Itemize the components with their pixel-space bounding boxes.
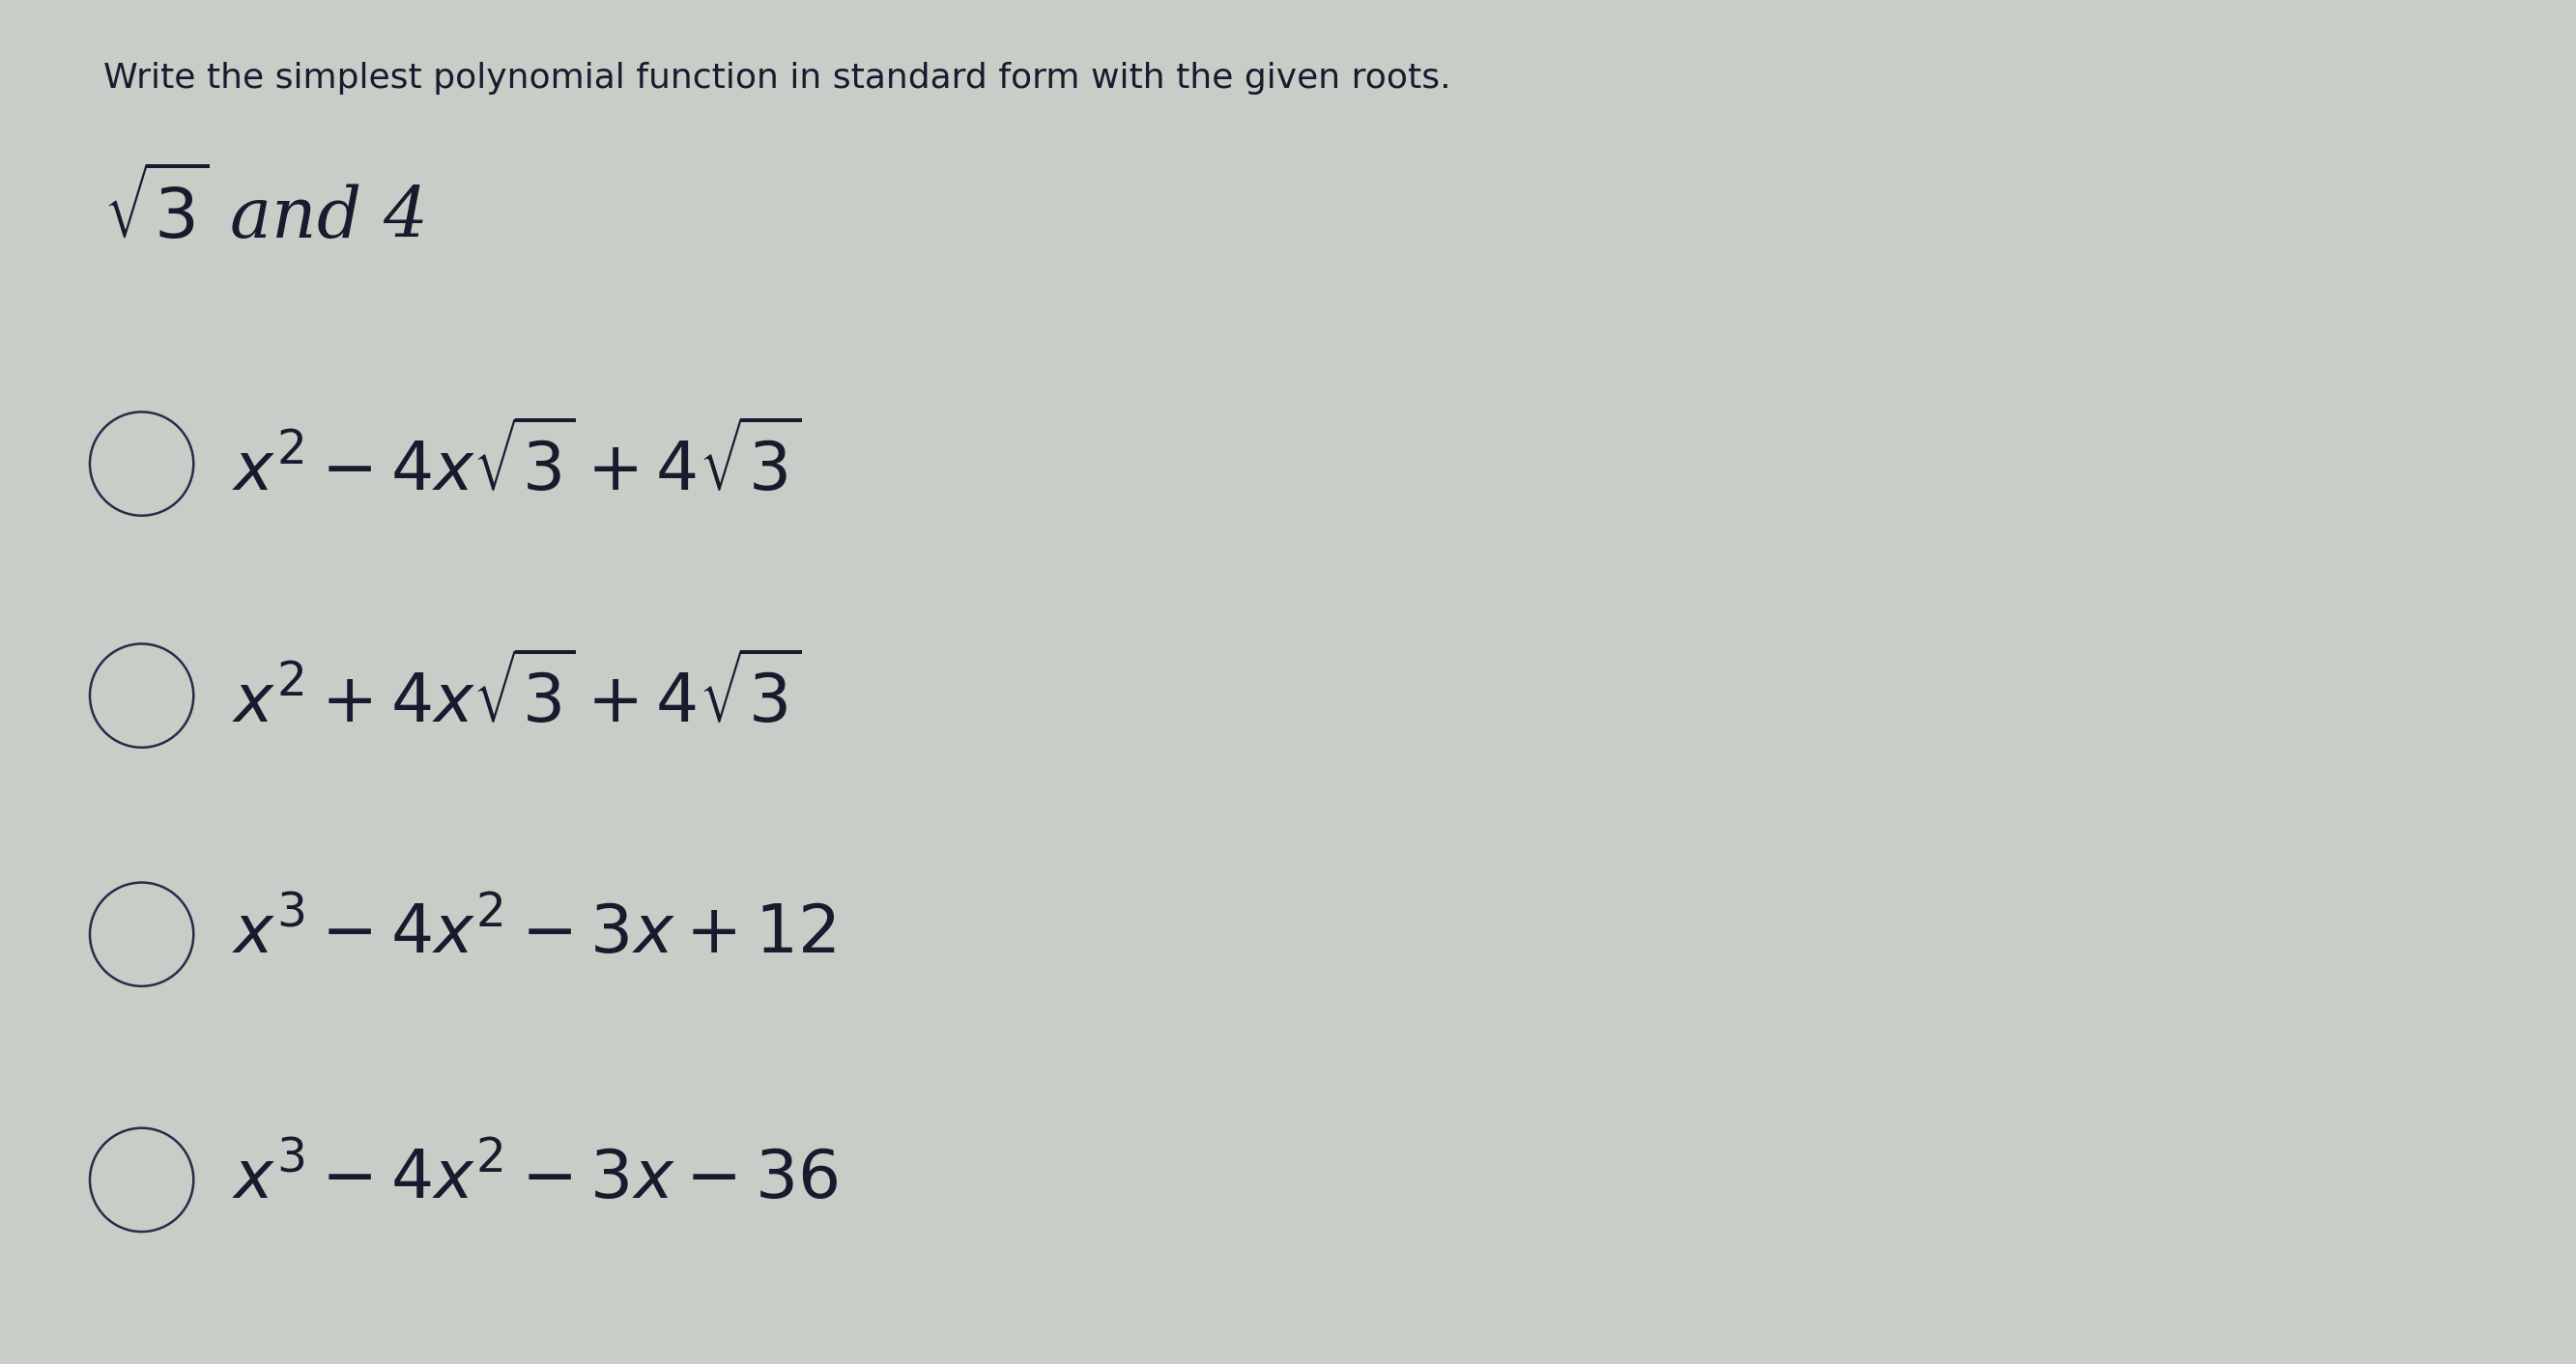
Text: Write the simplest polynomial function in standard form with the given roots.: Write the simplest polynomial function i… — [103, 61, 1450, 94]
Text: $\sqrt{3}$ and 4: $\sqrt{3}$ and 4 — [103, 170, 425, 252]
Text: $x^2 - 4x\sqrt{3} + 4\sqrt{3}$: $x^2 - 4x\sqrt{3} + 4\sqrt{3}$ — [232, 423, 801, 505]
Text: $x^3 - 4x^2 - 3x - 36$: $x^3 - 4x^2 - 3x - 36$ — [232, 1147, 837, 1213]
Text: $x^3 - 4x^2 - 3x + 12$: $x^3 - 4x^2 - 3x + 12$ — [232, 902, 835, 967]
Text: $x^2 + 4x\sqrt{3} + 4\sqrt{3}$: $x^2 + 4x\sqrt{3} + 4\sqrt{3}$ — [232, 655, 801, 737]
